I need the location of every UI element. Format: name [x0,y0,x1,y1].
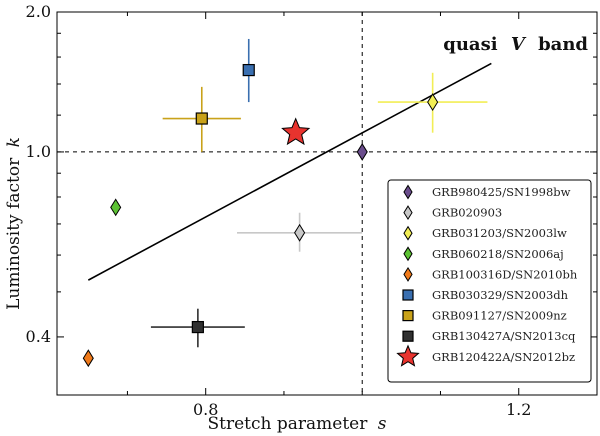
data-point-5 [242,38,255,103]
legend-item: GRB060218/SN2006aj [403,246,564,262]
legend-item: GRB031203/SN2003lw [403,225,567,241]
legend-item: GRB020903 [403,205,502,221]
legend-label: GRB120422A/SN2012bz [432,350,575,364]
legend-marker [402,289,414,301]
legend-box [387,179,592,383]
legend-item: GRB980425/SN1998bw [403,184,571,200]
data-points [82,38,488,368]
marker-diamond [110,198,122,217]
marker-diamond [294,223,306,242]
legend-marker [403,246,413,262]
legend-item: GRB091127/SN2009nz [402,309,567,323]
title-suffix: band [538,34,588,55]
legend-marker [403,184,413,200]
marker-square [195,112,208,125]
data-point-1 [237,212,363,252]
legend-label: GRB020903 [432,206,502,220]
axes [56,11,598,396]
data-point-7 [150,308,245,348]
fit-line [87,62,492,281]
legend: GRB980425/SN1998bw GRB020903 GRB031203/SN2… [387,179,592,383]
legend-label: GRB091127/SN2009nz [432,309,567,323]
marker-square [191,320,204,334]
data-point-8 [281,117,311,146]
y-tick-label: 2.0 [26,2,51,21]
marker-star [281,117,311,146]
y-axis-label-symbol: k [4,137,24,147]
legend-item: GRB030329/SN2003dh [402,288,569,302]
x-axis-label: Stretch parameter s [208,414,387,434]
ticks: 0.8 1.2 0.4 1.0 2.0 [26,2,597,419]
plot-frame [56,11,598,396]
y-axis-label-text: Luminosity factor [4,157,24,310]
legend-label: GRB030329/SN2003dh [432,288,569,302]
legend-label: GRB100316D/SN2010bh [432,267,578,281]
legend-marker [403,205,413,221]
marker-diamond [427,93,439,112]
title-band: V [511,34,527,55]
marker-square [242,63,255,77]
title-prefix: quasi [443,34,497,55]
legend-label: GRB060218/SN2006aj [432,247,564,261]
chart-title: quasi V band [443,34,588,55]
legend-label: GRB130427A/SN2013cq [432,329,576,343]
legend-marker [402,330,414,342]
legend-label: GRB031203/SN2003lw [432,226,567,240]
legend-item: GRB130427A/SN2013cq [402,329,576,343]
x-axis-label-text: Stretch parameter [208,414,369,434]
y-tick-label: 1.0 [26,142,51,161]
y-tick-label: 0.4 [26,327,51,346]
marker-diamond [82,349,94,368]
data-point-4 [82,349,94,368]
y-axis-label: Luminosity factor k [4,137,24,310]
legend-marker [403,266,413,282]
legend-item: GRB120422A/SN2012bz [396,344,575,367]
x-axis-label-symbol: s [378,414,387,434]
marker-diamond [356,142,368,161]
data-point-6 [162,86,241,152]
legend-marker [403,225,413,241]
x-tick-label: 0.8 [193,400,218,419]
legend-item: GRB100316D/SN2010bh [403,266,578,282]
data-point-3 [110,198,122,217]
data-point-0 [356,142,368,161]
x-tick-label: 1.2 [506,400,531,419]
legend-label: GRB980425/SN1998bw [432,185,571,199]
legend-marker [396,344,420,367]
data-point-2 [377,72,488,133]
legend-marker [402,310,414,322]
reference-lines [57,12,597,395]
